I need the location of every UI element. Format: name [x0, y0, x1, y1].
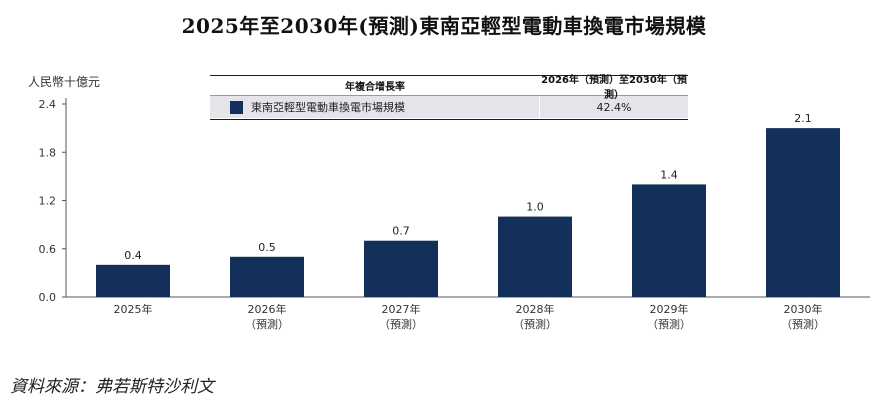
x-tick-sublabel: （預測）: [379, 317, 423, 331]
y-tick-label: 1.8: [39, 146, 57, 159]
bar-value-label: 1.4: [660, 168, 678, 181]
x-tick-label: 2026年: [248, 302, 287, 316]
bar-value-label: 0.4: [124, 249, 142, 262]
source-note: 資料來源：弗若斯特沙利文: [10, 377, 214, 397]
bar: [632, 184, 706, 297]
cagr-table-header: 年複合增長率 2026年（預測）至2030年（預測）: [210, 75, 688, 101]
cagr-header-label: 年複合增長率: [345, 82, 405, 93]
bar-value-label: 0.7: [392, 225, 410, 238]
y-tick-label: 0.0: [39, 291, 57, 304]
bar: [766, 128, 840, 297]
cagr-header-period: 2026年（預測）至2030年（預測）: [541, 74, 687, 101]
x-tick-label: 2027年: [382, 302, 421, 316]
cagr-row-value: 42.4%: [596, 100, 632, 114]
cagr-row-series: 東南亞輕型電動車換電市場規模: [210, 96, 540, 118]
bar-value-label: 1.0: [526, 201, 544, 214]
cagr-table: 年複合增長率 2026年（預測）至2030年（預測） 東南亞輕型電動車換電市場規…: [210, 75, 688, 120]
y-tick-label: 0.6: [39, 243, 57, 256]
bar: [498, 216, 572, 297]
x-tick-sublabel: （預測）: [245, 317, 289, 331]
y-tick-label: 1.2: [39, 195, 57, 208]
x-tick-sublabel: （預測）: [647, 317, 691, 331]
chart-title: 2025年至2030年(預測)東南亞輕型電動車換電市場規模: [181, 14, 707, 38]
y-tick-label: 2.4: [39, 98, 57, 111]
bar: [364, 240, 438, 297]
x-tick-label: 2028年: [516, 302, 555, 316]
bar-value-label: 2.1: [794, 112, 812, 125]
legend-swatch: [230, 100, 243, 114]
cagr-table-row: 東南亞輕型電動車換電市場規模 42.4%: [210, 96, 688, 118]
bar: [96, 264, 170, 297]
x-tick-sublabel: （預測）: [781, 317, 825, 331]
bar-value-label: 0.5: [258, 241, 276, 254]
legend-series-name: 東南亞輕型電動車換電市場規模: [251, 101, 405, 114]
y-axis-unit-label: 人民幣十億元: [28, 75, 101, 89]
bar: [230, 256, 304, 297]
x-tick-label: 2029年: [650, 302, 689, 316]
x-tick-label: 2030年: [784, 302, 823, 316]
x-tick-label: 2025年: [114, 302, 153, 316]
x-tick-sublabel: （預測）: [513, 317, 557, 331]
